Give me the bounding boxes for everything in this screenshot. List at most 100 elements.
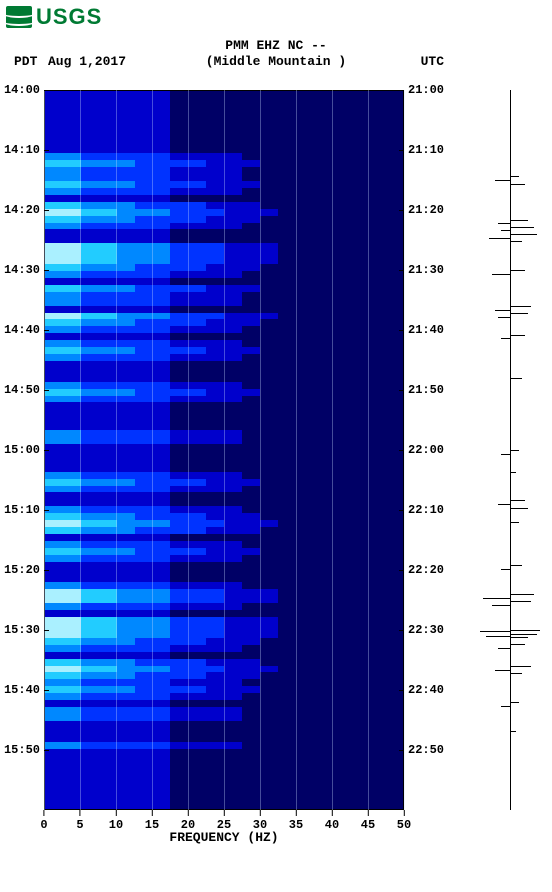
seismogram-spike bbox=[510, 176, 519, 177]
y-tick-left: 14:30 bbox=[4, 263, 44, 277]
y-tick-left: 15:30 bbox=[4, 623, 44, 637]
x-gridline bbox=[224, 90, 225, 810]
seismogram-spike bbox=[510, 472, 516, 473]
seismogram-spike bbox=[510, 220, 528, 221]
timezone-right-label: UTC bbox=[421, 54, 444, 69]
y-tick-left: 15:40 bbox=[4, 683, 44, 697]
y-tick-right: 21:20 bbox=[404, 203, 444, 217]
x-gridline bbox=[296, 90, 297, 810]
seismogram-trace bbox=[480, 90, 540, 810]
seismogram-spike bbox=[480, 631, 510, 632]
x-tick-label: 10 bbox=[109, 810, 123, 832]
y-tick-right: 22:30 bbox=[404, 623, 444, 637]
y-tick-left: 15:50 bbox=[4, 743, 44, 757]
y-tick-right: 21:10 bbox=[404, 143, 444, 157]
x-tick-label: 15 bbox=[145, 810, 159, 832]
seismogram-spike bbox=[495, 180, 510, 181]
y-tick-right: 22:20 bbox=[404, 563, 444, 577]
usgs-logo: USGS bbox=[6, 4, 102, 30]
y-tick-left: 15:00 bbox=[4, 443, 44, 457]
y-tick-right: 22:50 bbox=[404, 743, 444, 757]
x-tick-label: 20 bbox=[181, 810, 195, 832]
usgs-logo-text: USGS bbox=[36, 4, 102, 30]
x-tick-label: 35 bbox=[289, 810, 303, 832]
seismogram-spike bbox=[510, 270, 525, 271]
seismogram-spike bbox=[510, 634, 537, 635]
timezone-left-label: PDT bbox=[14, 54, 37, 69]
page-root: USGS PMM EHZ NC -- (Middle Mountain ) PD… bbox=[0, 0, 552, 892]
seismogram-spike bbox=[510, 234, 537, 235]
x-tick-label: 25 bbox=[217, 810, 231, 832]
y-tick-right: 21:40 bbox=[404, 323, 444, 337]
x-gridline bbox=[116, 90, 117, 810]
seismogram-spike bbox=[495, 670, 510, 671]
seismogram-spike bbox=[492, 605, 510, 606]
seismogram-spike bbox=[510, 630, 540, 631]
y-tick-left: 14:20 bbox=[4, 203, 44, 217]
seismogram-spike bbox=[492, 274, 510, 275]
seismogram-spike bbox=[510, 644, 525, 645]
seismogram-spike bbox=[510, 508, 528, 509]
seismogram-spike bbox=[510, 500, 525, 501]
seismogram-spike bbox=[489, 238, 510, 239]
seismogram-spike bbox=[510, 594, 534, 595]
seismogram-spike bbox=[510, 637, 528, 638]
y-tick-right: 21:00 bbox=[404, 83, 444, 97]
seismogram-spike bbox=[498, 317, 510, 318]
usgs-logo-mark-icon bbox=[6, 6, 32, 28]
x-gridline bbox=[260, 90, 261, 810]
seismogram-spike bbox=[510, 378, 522, 379]
seismogram-spike bbox=[510, 522, 519, 523]
date-label: Aug 1,2017 bbox=[48, 54, 126, 69]
seismogram-spike bbox=[510, 666, 531, 667]
seismogram-spike bbox=[510, 306, 531, 307]
seismogram-spike bbox=[510, 731, 516, 732]
seismogram-spike bbox=[495, 310, 510, 311]
y-tick-left: 14:10 bbox=[4, 143, 44, 157]
y-tick-right: 22:10 bbox=[404, 503, 444, 517]
station-title: PMM EHZ NC -- bbox=[0, 38, 552, 53]
x-tick-label: 30 bbox=[253, 810, 267, 832]
x-tick-label: 50 bbox=[397, 810, 411, 832]
seismogram-spike bbox=[501, 230, 510, 231]
x-axis-label: FREQUENCY (HZ) bbox=[169, 830, 278, 845]
seismogram-spike bbox=[510, 241, 522, 242]
y-tick-right: 21:30 bbox=[404, 263, 444, 277]
seismogram-spike bbox=[510, 313, 528, 314]
y-tick-left: 14:00 bbox=[4, 83, 44, 97]
seismogram-spike bbox=[510, 565, 522, 566]
y-tick-right: 22:40 bbox=[404, 683, 444, 697]
x-gridline bbox=[152, 90, 153, 810]
x-tick-label: 40 bbox=[325, 810, 339, 832]
x-gridline bbox=[368, 90, 369, 810]
seismogram-spike bbox=[501, 338, 510, 339]
seismogram-spike bbox=[510, 335, 525, 336]
seismogram-spike bbox=[510, 673, 522, 674]
spectrogram-plot: 05101520253035404550 FREQUENCY (HZ) 14:0… bbox=[44, 90, 404, 810]
seismogram-spike bbox=[486, 636, 510, 637]
seismogram-spike bbox=[510, 450, 519, 451]
x-gridline bbox=[332, 90, 333, 810]
seismogram-spike bbox=[501, 454, 510, 455]
x-gridline bbox=[80, 90, 81, 810]
x-tick-label: 0 bbox=[40, 810, 47, 832]
seismogram-spike bbox=[498, 223, 510, 224]
y-tick-left: 15:20 bbox=[4, 563, 44, 577]
y-tick-left: 14:40 bbox=[4, 323, 44, 337]
y-tick-right: 22:00 bbox=[404, 443, 444, 457]
seismogram-spike bbox=[510, 702, 519, 703]
seismogram-spike bbox=[498, 648, 510, 649]
x-tick-label: 5 bbox=[76, 810, 83, 832]
seismogram-spike bbox=[510, 601, 531, 602]
y-tick-left: 15:10 bbox=[4, 503, 44, 517]
seismogram-spike bbox=[498, 504, 510, 505]
x-tick-label: 45 bbox=[361, 810, 375, 832]
seismogram-spike bbox=[510, 184, 525, 185]
seismogram-spike bbox=[501, 569, 510, 570]
y-tick-right: 21:50 bbox=[404, 383, 444, 397]
x-gridline bbox=[188, 90, 189, 810]
seismogram-spike bbox=[510, 227, 534, 228]
y-tick-left: 14:50 bbox=[4, 383, 44, 397]
seismogram-spike bbox=[483, 598, 510, 599]
seismogram-spike bbox=[501, 706, 510, 707]
